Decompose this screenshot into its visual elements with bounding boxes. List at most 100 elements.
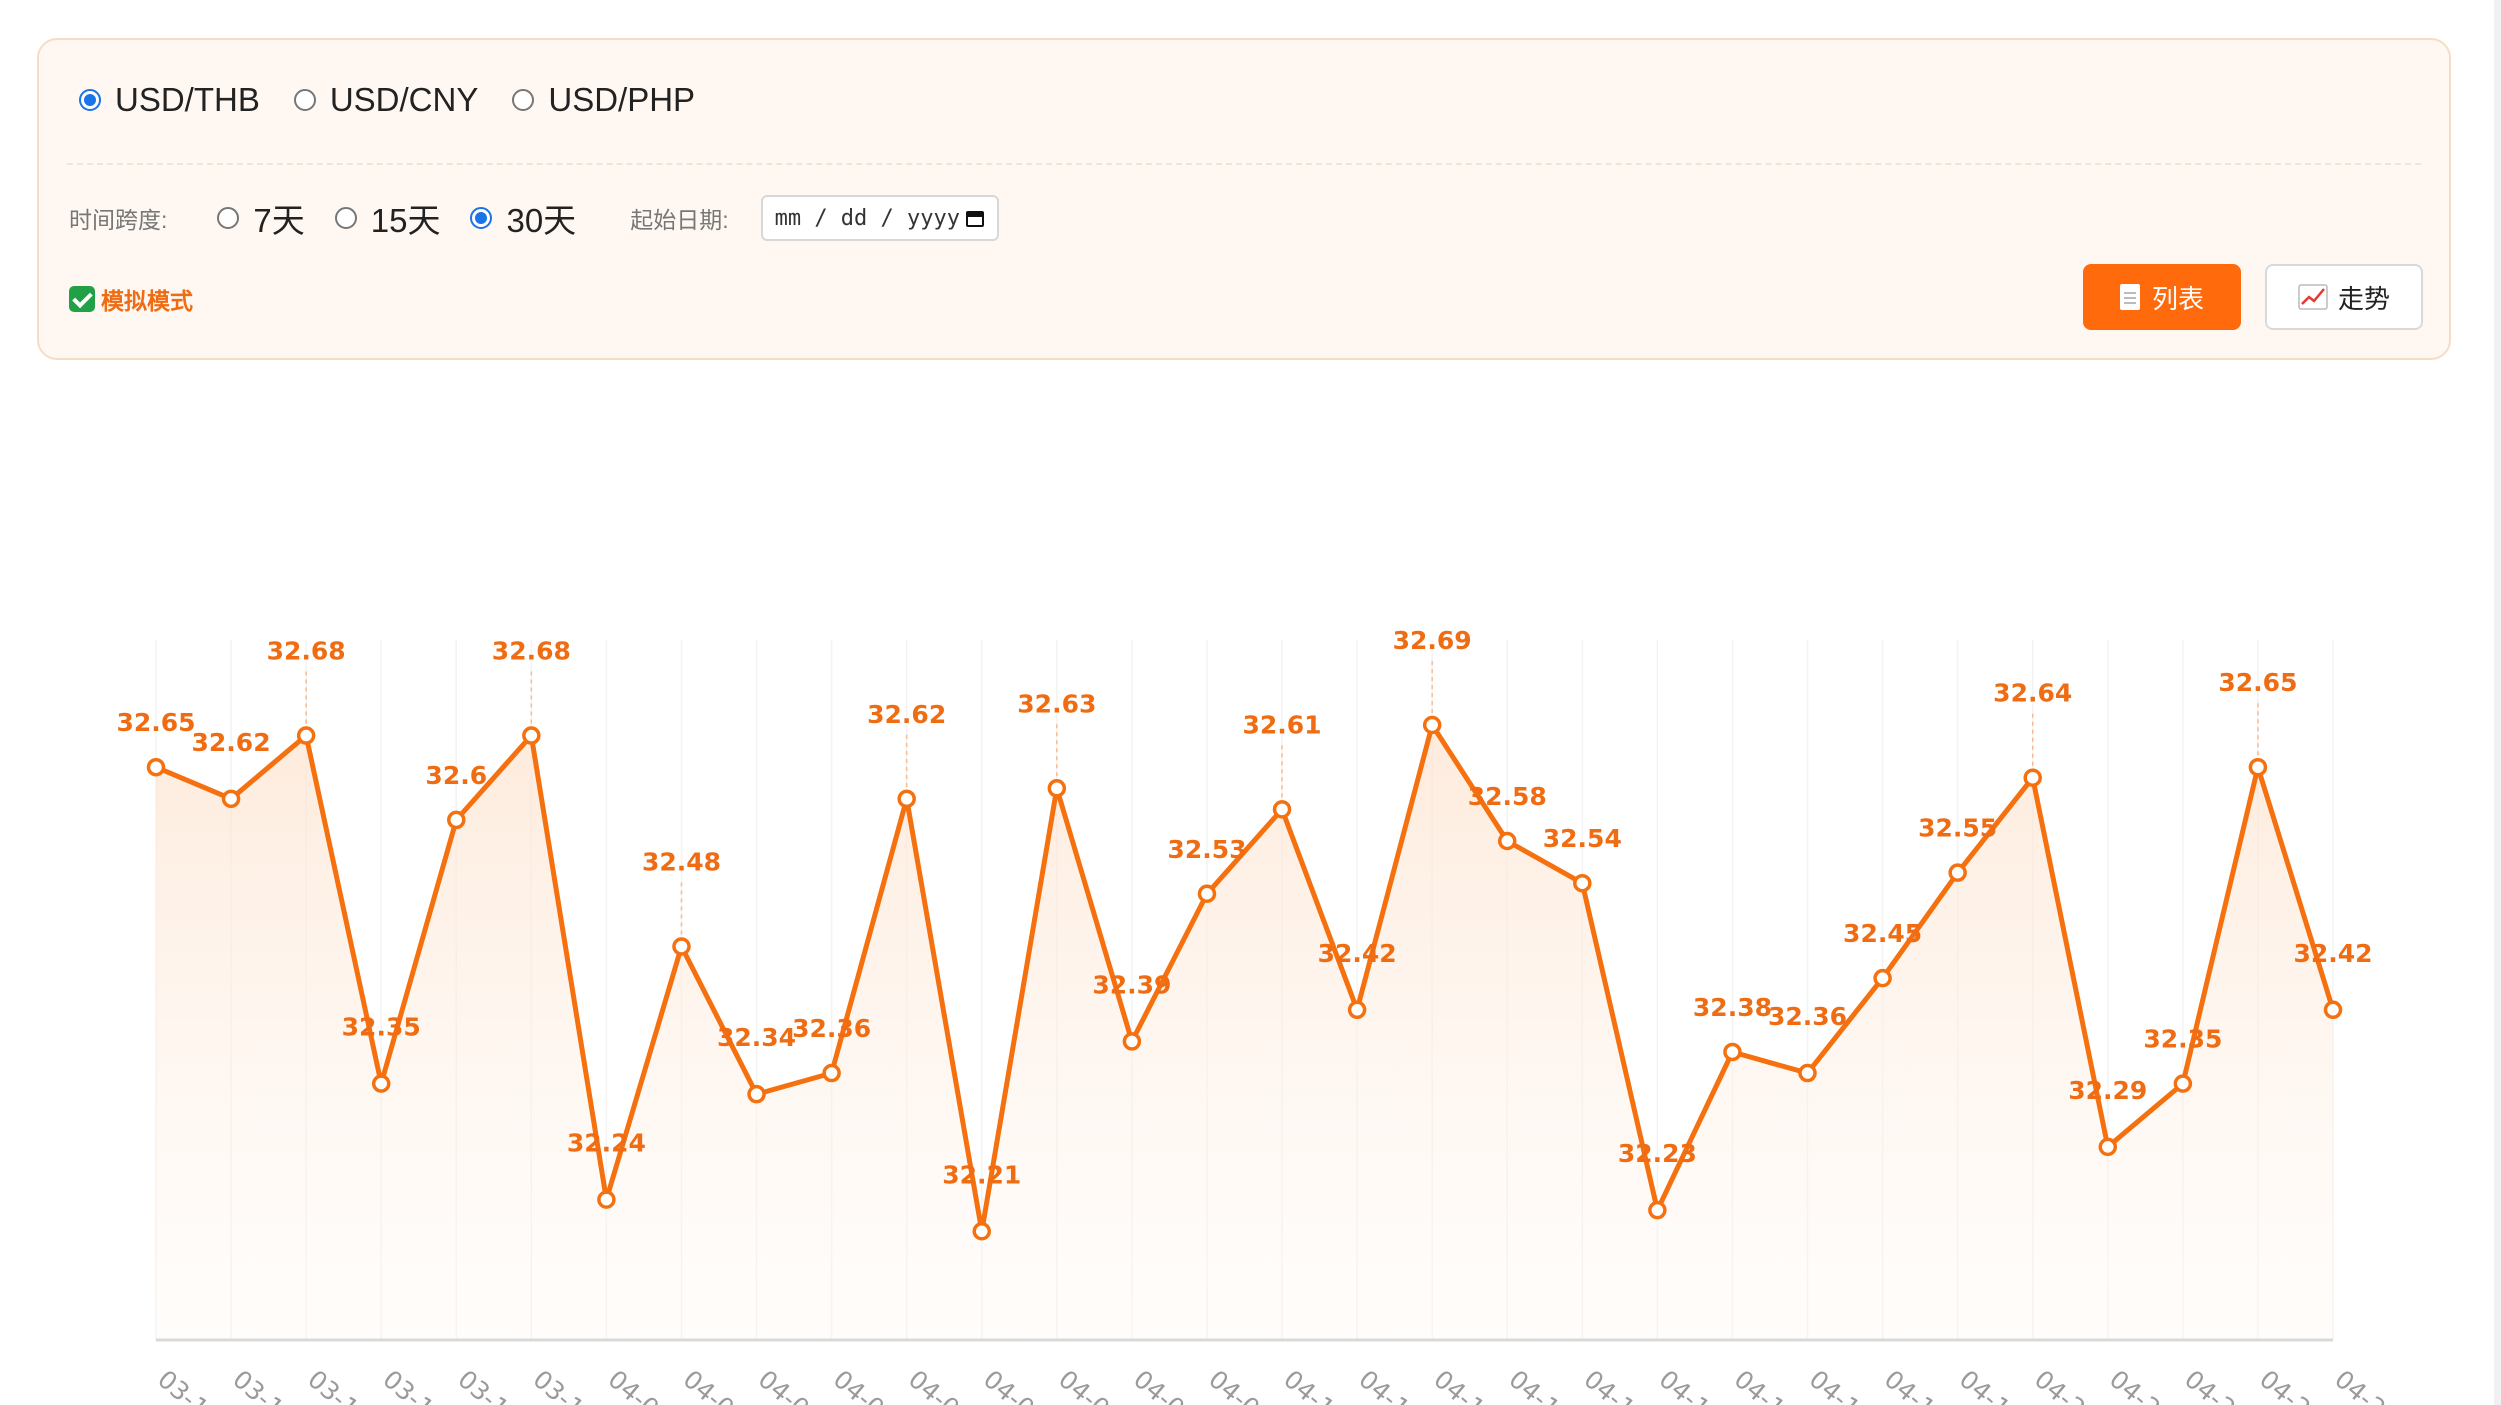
data-point[interactable] bbox=[221, 789, 241, 809]
data-label: 32.62 bbox=[192, 728, 271, 757]
range-controls: 时间跨度: 7天 15天 30天 起始日期: mm / dd / yyyy bbox=[69, 188, 999, 248]
radio-usd-php[interactable] bbox=[512, 89, 535, 111]
radio-usd-cny[interactable] bbox=[293, 89, 316, 111]
radio-range-30[interactable] bbox=[470, 207, 493, 229]
x-tick-label: 04-1 bbox=[1428, 1364, 1490, 1405]
radio-range-15[interactable] bbox=[334, 207, 357, 229]
series-line bbox=[155, 722, 2336, 1234]
x-tick-label: 04-1 bbox=[1654, 1364, 1716, 1405]
data-point[interactable] bbox=[1573, 873, 1592, 893]
data-point[interactable] bbox=[1798, 1063, 1817, 1083]
pair-option-usd-thb[interactable]: USD/THB bbox=[79, 81, 260, 119]
start-date-input[interactable]: mm / dd / yyyy bbox=[760, 195, 999, 241]
pair-label: USD/CNY bbox=[329, 81, 479, 118]
data-label: 32.36 bbox=[792, 1014, 871, 1043]
pair-label: USD/PHP bbox=[548, 81, 696, 118]
x-tick-label: 04-1 bbox=[1353, 1364, 1415, 1405]
data-label: 32.29 bbox=[2068, 1076, 2147, 1105]
x-tick-label: 04-1 bbox=[1503, 1364, 1565, 1405]
pair-option-usd-cny[interactable]: USD/CNY bbox=[293, 81, 479, 119]
mode-label: 模拟模式 bbox=[101, 288, 193, 314]
data-label: 32.34 bbox=[717, 1023, 796, 1052]
page-scrollbar[interactable] bbox=[2494, 0, 2501, 1405]
x-tick-label: 03-1 bbox=[302, 1364, 364, 1405]
data-point[interactable] bbox=[597, 1190, 616, 1209]
pair-option-usd-php[interactable]: USD/PHP bbox=[512, 81, 695, 119]
list-view-button[interactable]: 列表 bbox=[2083, 264, 2241, 330]
data-point[interactable] bbox=[747, 1084, 766, 1104]
x-tick-label: 04-0 bbox=[678, 1364, 740, 1405]
date-placeholder: mm / dd / yyyy bbox=[774, 205, 961, 231]
range-option-15[interactable]: 15天 bbox=[334, 194, 441, 242]
data-point[interactable] bbox=[371, 1074, 391, 1093]
radio-range-7[interactable] bbox=[217, 207, 240, 229]
data-point[interactable] bbox=[822, 1063, 841, 1083]
data-point[interactable] bbox=[522, 726, 541, 745]
trend-view-button[interactable]: 走势 bbox=[2265, 264, 2423, 330]
data-label: 32.55 bbox=[1918, 814, 1997, 843]
x-tick-label: 04-0 bbox=[753, 1364, 815, 1405]
range-option-7[interactable]: 7天 bbox=[217, 194, 305, 242]
data-point[interactable] bbox=[296, 726, 316, 745]
x-tick-label: 04-1 bbox=[1729, 1364, 1791, 1405]
data-point[interactable] bbox=[1873, 968, 1892, 988]
data-point[interactable] bbox=[972, 1222, 992, 1241]
data-label: 32.6 bbox=[425, 761, 487, 790]
data-point[interactable] bbox=[2248, 757, 2268, 777]
data-point[interactable] bbox=[1422, 715, 1442, 735]
x-tick-label: 04-0 bbox=[1203, 1364, 1265, 1405]
data-point[interactable] bbox=[146, 757, 166, 777]
data-point[interactable] bbox=[1648, 1200, 1667, 1220]
x-tick-label: 04-1 bbox=[1879, 1364, 1941, 1405]
data-label: 32.65 bbox=[2218, 668, 2297, 697]
check-mark-icon bbox=[69, 286, 95, 312]
x-tick-label: 03-1 bbox=[527, 1364, 589, 1405]
data-point[interactable] bbox=[897, 789, 916, 809]
data-label: 32.61 bbox=[1242, 710, 1321, 739]
data-point[interactable] bbox=[2023, 768, 2042, 787]
data-point[interactable] bbox=[1347, 1000, 1367, 1020]
data-label: 32.35 bbox=[342, 1013, 421, 1042]
currency-pair-selector: USD/THB USD/CNY USD/PHP bbox=[79, 70, 729, 130]
x-tick-label: 04-0 bbox=[1053, 1364, 1115, 1405]
area-fill bbox=[156, 725, 2333, 1340]
x-tick-label: 04-2 bbox=[2104, 1364, 2166, 1405]
data-label: 32.38 bbox=[1693, 993, 1772, 1022]
data-label: 32.42 bbox=[1318, 939, 1397, 968]
range-option-label: 15天 bbox=[370, 202, 441, 239]
x-tick-label: 04-2 bbox=[2029, 1364, 2091, 1405]
data-point[interactable] bbox=[1047, 779, 1067, 798]
data-point[interactable] bbox=[2173, 1074, 2193, 1093]
data-point[interactable] bbox=[1197, 884, 1217, 904]
x-tick-label: 04-2 bbox=[2254, 1364, 2316, 1405]
pair-label: USD/THB bbox=[115, 81, 260, 118]
chart-trend-icon bbox=[2298, 284, 2328, 310]
range-option-30[interactable]: 30天 bbox=[470, 194, 576, 242]
data-point[interactable] bbox=[1272, 800, 1292, 819]
data-label: 32.53 bbox=[1167, 835, 1246, 864]
start-date-label: 起始日期: bbox=[630, 207, 729, 233]
radio-usd-thb[interactable] bbox=[79, 89, 101, 111]
data-label: 32.64 bbox=[1993, 679, 2072, 708]
x-tick-label: 03-1 bbox=[152, 1364, 214, 1405]
data-label: 32.21 bbox=[942, 1160, 1021, 1189]
data-label: 32.54 bbox=[1543, 824, 1622, 853]
data-point[interactable] bbox=[672, 937, 691, 956]
data-label: 32.24 bbox=[567, 1129, 646, 1158]
data-point[interactable] bbox=[1723, 1042, 1742, 1062]
simulation-mode-indicator: 模拟模式 bbox=[69, 282, 193, 316]
data-point[interactable] bbox=[1122, 1032, 1142, 1051]
range-option-label: 7天 bbox=[253, 202, 305, 239]
x-tick-label: 04-2 bbox=[2179, 1364, 2241, 1405]
x-tick-label: 04-1 bbox=[1278, 1364, 1340, 1405]
data-label: 32.39 bbox=[1092, 970, 1171, 999]
x-tick-label: 03-1 bbox=[227, 1364, 289, 1405]
x-tick-label: 03-1 bbox=[452, 1364, 514, 1405]
data-point[interactable] bbox=[1948, 863, 1967, 882]
data-point[interactable] bbox=[2323, 1000, 2343, 1020]
data-point[interactable] bbox=[447, 810, 466, 830]
data-point[interactable] bbox=[2098, 1137, 2118, 1157]
data-point[interactable] bbox=[1497, 831, 1517, 851]
calendar-icon[interactable] bbox=[965, 208, 985, 228]
